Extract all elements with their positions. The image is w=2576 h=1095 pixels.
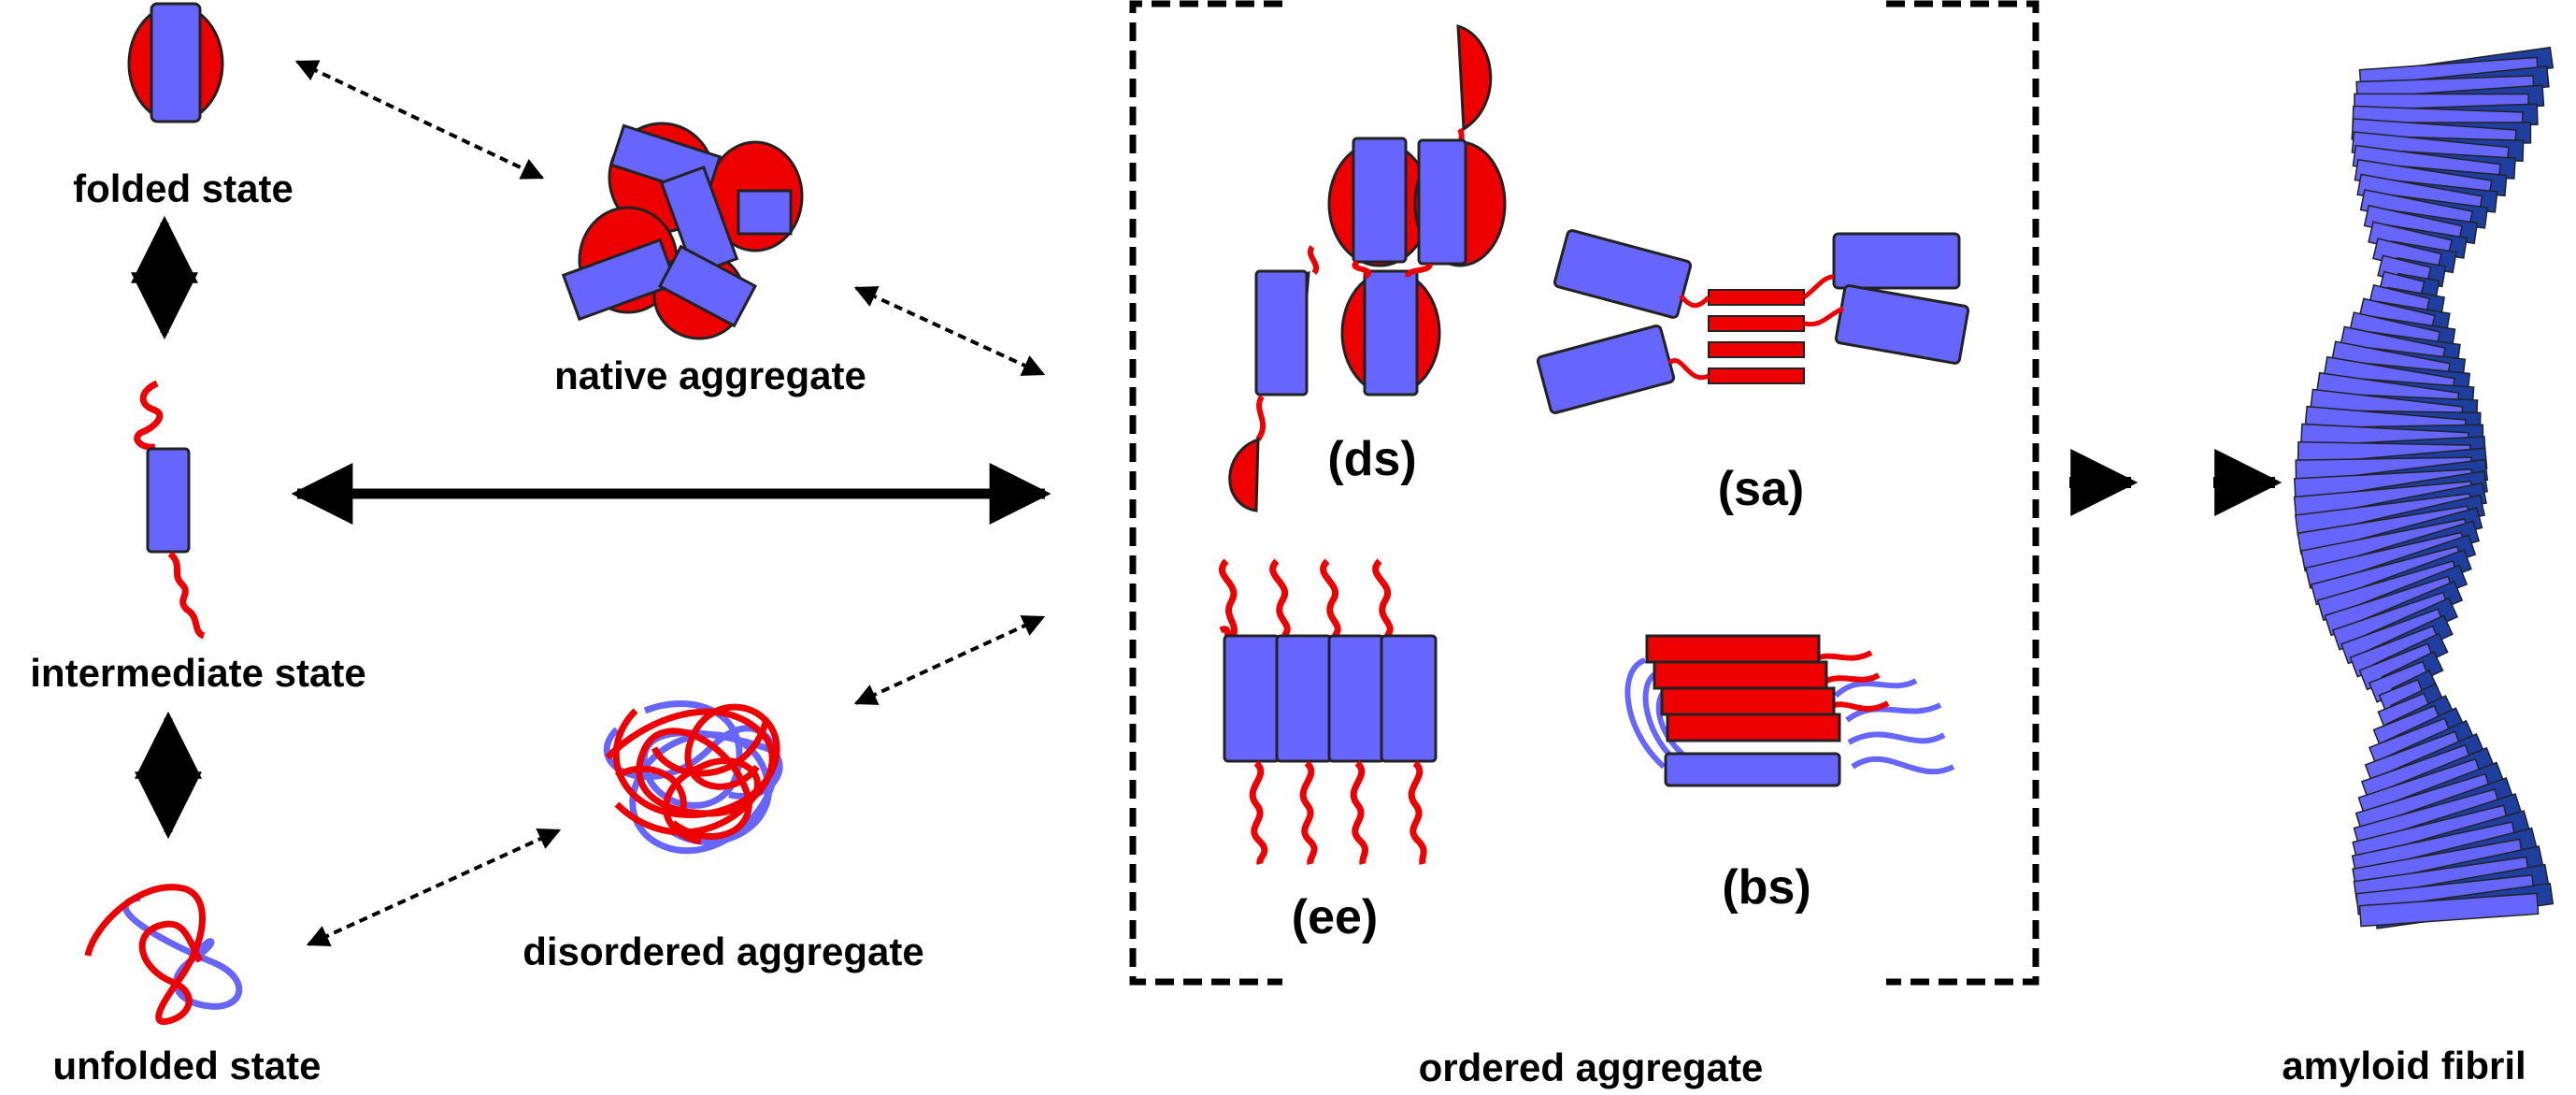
native-ordered-arrow: [853, 286, 1046, 376]
unfolded-state-label: unfolded state: [52, 1044, 321, 1088]
ordered-aggregate-label: ordered aggregate: [1419, 1045, 1764, 1089]
disordered-aggregate-label: disordered aggregate: [522, 929, 923, 973]
bs-label: (bs): [1722, 860, 1810, 915]
ee-icon: [1219, 558, 1438, 865]
ds-icon: [1228, 23, 1507, 512]
disordered-ordered-arrow: [853, 615, 1046, 705]
ds-label: (ds): [1327, 432, 1416, 486]
amyloid-fibril-icon: [2293, 46, 2555, 929]
intermediate-state-label: intermediate state: [30, 651, 365, 695]
folded-state-label: folded state: [73, 166, 293, 210]
amyloid-fibril-label: amyloid fibril: [2282, 1044, 2526, 1088]
fibril-strand-front: [2358, 892, 2540, 928]
bs-icon: [1624, 634, 1955, 787]
disordered-aggregate-icon: [603, 700, 783, 855]
intermediate-state-icon: [134, 380, 206, 640]
unfolded-disordered-arrow: [306, 828, 562, 946]
folded-state-icon: [127, 2, 224, 123]
sa-label: (sa): [1718, 462, 1804, 516]
folded-native-arrow: [294, 60, 545, 180]
native-aggregate-label: native aggregate: [554, 353, 866, 397]
native-aggregate-icon: [561, 122, 804, 340]
ordered-aggregate-box: [1129, 0, 2039, 986]
sa-icon: [1536, 229, 1970, 414]
unfolded-state-icon: [84, 884, 243, 1026]
ee-label: (ee): [1292, 890, 1378, 944]
